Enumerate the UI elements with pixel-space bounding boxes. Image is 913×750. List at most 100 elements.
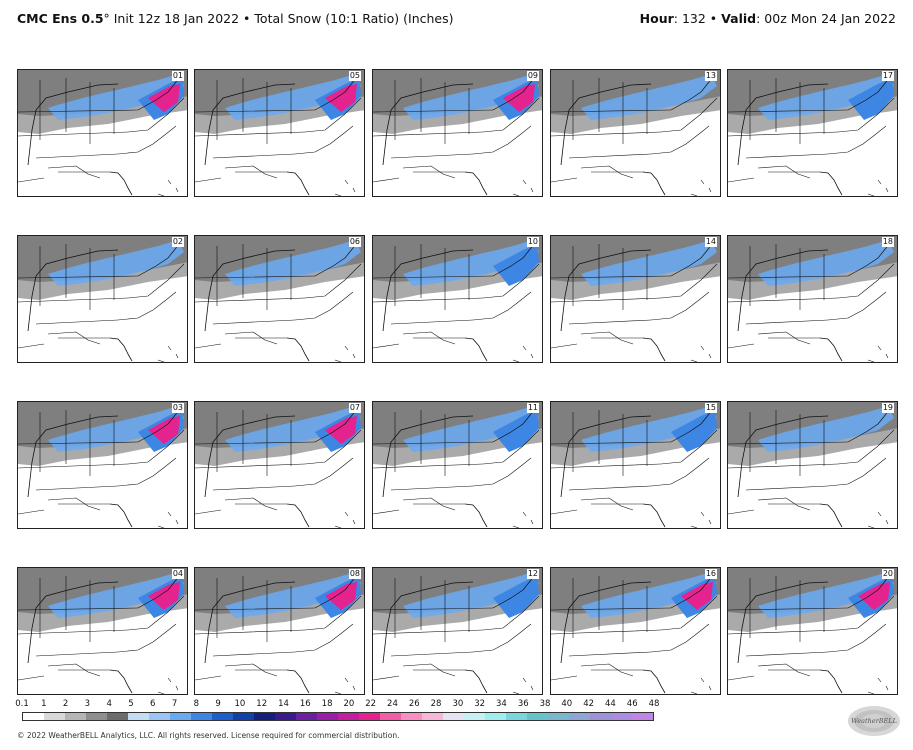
ensemble-panel: 01 — [17, 69, 188, 197]
snowfall-map — [195, 402, 364, 528]
legend-tick-label: 48 — [648, 699, 660, 709]
legend-tick-label: 14 — [278, 699, 289, 709]
legend-swatch — [86, 713, 107, 720]
snowfall-map — [728, 236, 897, 362]
legend-swatch — [275, 713, 296, 720]
ensemble-panel: 04 — [17, 567, 188, 695]
legend-tick-label: 8 — [193, 699, 200, 709]
legend-swatch — [44, 713, 65, 720]
valid-label: Valid — [721, 11, 757, 26]
valid-time-header: Hour: 132 • Valid: 00z Mon 24 Jan 2022 — [640, 11, 896, 26]
legend-tick-label: 2 — [62, 699, 69, 709]
member-number: 07 — [348, 403, 361, 413]
legend-swatch — [401, 713, 422, 720]
snowfall-map — [18, 568, 187, 694]
legend-swatch — [317, 713, 338, 720]
legend-tick-label: 7 — [171, 699, 178, 709]
legend-tick-label: 26 — [408, 699, 420, 709]
legend-tick-label: 22 — [365, 699, 377, 709]
member-number: 18 — [881, 237, 894, 247]
ensemble-panel: 19 — [727, 401, 898, 529]
header-separator: • — [705, 11, 722, 26]
legend-tick-label: 42 — [583, 699, 595, 709]
ensemble-panel: 07 — [194, 401, 365, 529]
ensemble-panel: 17 — [727, 69, 898, 197]
legend-tick-label: 20 — [343, 699, 355, 709]
legend-tick-label: 12 — [256, 699, 268, 709]
ensemble-panel: 11 — [372, 401, 543, 529]
logo-text: WeatherBELL — [851, 717, 897, 725]
weatherbell-logo: WeatherBELL — [846, 704, 902, 738]
member-number: 10 — [526, 237, 539, 247]
legend-tick-label: 30 — [452, 699, 464, 709]
legend-tick-label: 10 — [234, 699, 246, 709]
member-number: 17 — [881, 71, 894, 81]
legend-swatch — [380, 713, 401, 720]
member-number: 16 — [704, 569, 717, 579]
legend-swatch — [590, 713, 611, 720]
legend-tick-label: 44 — [604, 699, 616, 709]
snowfall-color-legend — [22, 712, 654, 721]
legend-tick-label: 1 — [41, 699, 47, 709]
member-number: 09 — [526, 71, 539, 81]
legend-tick-label: 38 — [539, 699, 551, 709]
member-number: 08 — [348, 569, 361, 579]
ensemble-panel: 16 — [550, 567, 721, 695]
legend-tick-label: 46 — [626, 699, 638, 709]
model-name: CMC Ens 0.5 — [17, 11, 104, 26]
legend-swatch — [212, 713, 233, 720]
ensemble-panel: 10 — [372, 235, 543, 363]
legend-tick-labels: 0.1 1 2 3 4 5 6 7 8 9 10 12 14 16 18 20 22 24 26 28 30 32 34 36… — [15, 699, 659, 711]
snowfall-map — [373, 568, 542, 694]
legend-swatch — [527, 713, 548, 720]
member-number: 19 — [881, 403, 894, 413]
legend-swatch — [65, 713, 86, 720]
member-number: 04 — [171, 569, 184, 579]
ensemble-panel: 15 — [550, 401, 721, 529]
ensemble-panel: 18 — [727, 235, 898, 363]
legend-tick-label: 0.1 — [15, 699, 29, 709]
snowfall-map — [373, 236, 542, 362]
legend-swatch — [149, 713, 170, 720]
member-number: 01 — [171, 71, 184, 81]
snowfall-map — [551, 70, 720, 196]
snowfall-map — [195, 236, 364, 362]
legend-tick-label: 18 — [321, 699, 333, 709]
legend-tick-label: 36 — [517, 699, 529, 709]
ensemble-panel: 03 — [17, 401, 188, 529]
legend-swatch — [338, 713, 359, 720]
legend-swatch — [548, 713, 569, 720]
title-separator: • — [239, 11, 255, 26]
legend-tick-label: 3 — [84, 699, 91, 709]
snowfall-map — [373, 70, 542, 196]
ensemble-panel: 20 — [727, 567, 898, 695]
member-number: 03 — [171, 403, 184, 413]
snowfall-map — [728, 70, 897, 196]
legend-swatch — [128, 713, 149, 720]
snowfall-map — [18, 236, 187, 362]
copyright-notice: © 2022 WeatherBELL Analytics, LLC. All r… — [17, 731, 400, 740]
legend-tick-label: 40 — [561, 699, 573, 709]
legend-tick-label: 34 — [496, 699, 507, 709]
hour-value: : 132 — [673, 11, 706, 26]
legend-swatch — [443, 713, 464, 720]
logo-globe-icon — [848, 706, 900, 736]
ensemble-panel: 02 — [17, 235, 188, 363]
legend-tick-label: 9 — [215, 699, 221, 709]
ensemble-panel: 08 — [194, 567, 365, 695]
snowfall-map — [195, 70, 364, 196]
legend-swatch — [296, 713, 317, 720]
member-number: 05 — [348, 71, 361, 81]
legend-swatch — [506, 713, 527, 720]
snowfall-map — [551, 236, 720, 362]
ensemble-panel: 13 — [550, 69, 721, 197]
member-number: 20 — [881, 569, 894, 579]
snowfall-map — [551, 568, 720, 694]
member-number: 11 — [526, 403, 539, 413]
legend-swatch — [254, 713, 275, 720]
map-title: CMC Ens 0.5° Init 12z 18 Jan 2022 • Tota… — [17, 11, 454, 26]
legend-tick-label: 28 — [430, 699, 442, 709]
legend-tick-label: 4 — [106, 699, 112, 709]
snowfall-map — [373, 402, 542, 528]
legend-tick-label: 5 — [128, 699, 134, 709]
